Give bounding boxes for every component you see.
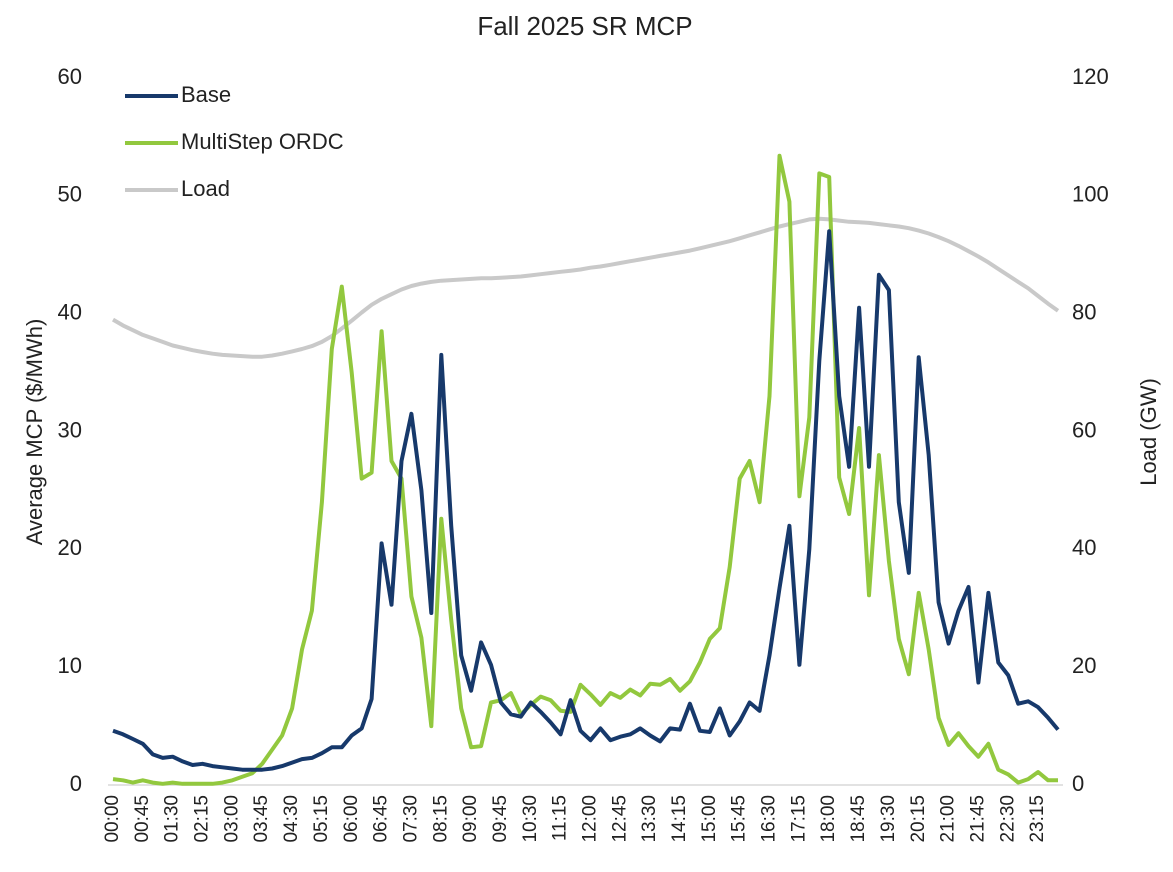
x-tick-label: 17:15	[788, 795, 809, 843]
legend-label: Load	[181, 176, 230, 201]
y-tick-label: 50	[58, 182, 82, 207]
x-tick-label: 20:15	[908, 795, 929, 843]
x-tick-label: 03:45	[251, 795, 272, 843]
y2-tick-label: 80	[1072, 299, 1096, 324]
y-tick-label: 60	[58, 64, 82, 89]
x-tick-label: 02:15	[192, 795, 213, 843]
x-tick-label: 15:45	[729, 795, 750, 843]
x-tick-label: 18:00	[818, 795, 839, 843]
x-tick-label: 23:15	[1027, 795, 1048, 843]
x-tick-label: 21:45	[967, 795, 988, 843]
x-tick-label: 09:45	[490, 795, 511, 843]
y-tick-label: 30	[58, 417, 82, 442]
legend-label: MultiStep ORDC	[181, 129, 344, 154]
x-tick-label: 11:15	[550, 795, 571, 841]
x-tick-label: 03:00	[221, 795, 242, 843]
x-tick-label: 14:15	[669, 795, 690, 843]
x-tick-label: 12:00	[579, 795, 600, 843]
x-tick-label: 13:30	[639, 795, 660, 843]
x-tick-label: 08:15	[430, 795, 451, 843]
y2-tick-label: 100	[1072, 182, 1109, 207]
x-tick-label: 16:30	[759, 795, 780, 843]
x-tick-label: 04:30	[281, 795, 302, 843]
legend-label: Base	[181, 82, 231, 107]
y-tick-label: 20	[58, 535, 82, 560]
x-tick-label: 10:30	[520, 795, 541, 843]
y2-axis-title: Load (GW)	[1136, 378, 1161, 486]
x-tick-label: 21:00	[938, 795, 959, 843]
x-tick-label: 19:30	[878, 795, 899, 843]
x-tick-label: 01:30	[162, 795, 183, 843]
x-tick-label: 09:00	[460, 795, 481, 843]
y2-tick-label: 120	[1072, 64, 1109, 89]
x-tick-label: 00:45	[132, 795, 153, 843]
x-tick-label: 05:15	[311, 795, 332, 843]
y-axis-title: Average MCP ($/MWh)	[22, 319, 47, 546]
y-tick-label: 40	[58, 299, 82, 324]
x-tick-label: 07:30	[400, 795, 421, 843]
x-tick-label: 06:45	[371, 795, 392, 843]
y2-tick-label: 0	[1072, 771, 1084, 796]
x-tick-label: 00:00	[102, 795, 123, 843]
y2-tick-label: 60	[1072, 417, 1096, 442]
y2-tick-label: 20	[1072, 653, 1096, 678]
series-line	[112, 229, 1060, 772]
chart-title: Fall 2025 SR MCP	[477, 11, 692, 41]
x-tick-label: 06:00	[341, 795, 362, 843]
x-tick-label: 18:45	[848, 795, 869, 843]
x-tick-label: 12:45	[609, 795, 630, 843]
y-tick-label: 10	[58, 653, 82, 678]
y-tick-label: 0	[70, 771, 82, 796]
series-line	[112, 153, 1058, 786]
y2-tick-label: 40	[1072, 535, 1096, 560]
x-tick-label: 15:00	[699, 795, 720, 843]
x-tick-label: 22:30	[997, 795, 1018, 843]
series-line	[111, 216, 1060, 359]
